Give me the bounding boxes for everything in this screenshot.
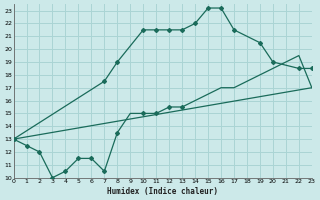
X-axis label: Humidex (Indice chaleur): Humidex (Indice chaleur): [107, 187, 218, 196]
